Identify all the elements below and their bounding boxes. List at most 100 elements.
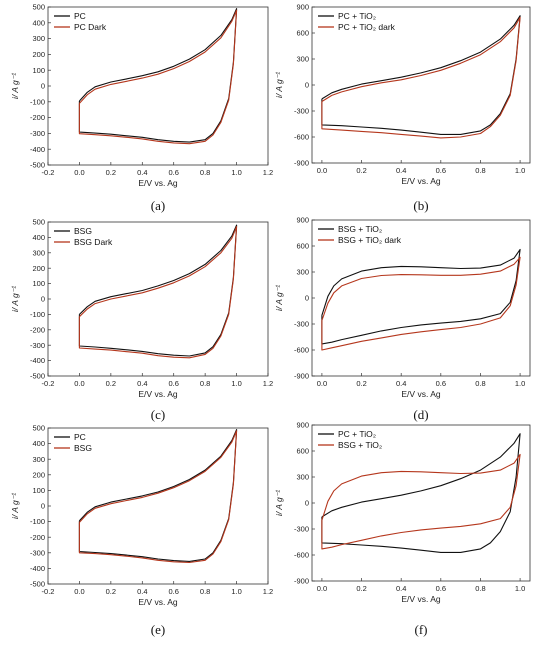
y-tick-label: 300 [32, 455, 45, 464]
y-tick-label: 500 [32, 218, 45, 227]
panel-label: (b) [413, 198, 428, 213]
y-tick-label: 0 [41, 82, 45, 91]
y-tick-label: 900 [296, 421, 309, 430]
x-tick-label: 0.6 [436, 379, 446, 388]
y-tick-label: 900 [296, 3, 309, 12]
x-tick-label: -0.2 [42, 587, 55, 596]
y-tick-label: 0 [305, 499, 309, 508]
y-tick-label: -100 [30, 97, 45, 106]
series-line-1 [321, 248, 521, 345]
x-axis-label: E/V vs. Ag [401, 594, 440, 604]
x-tick-label: 0.2 [106, 587, 116, 596]
y-tick-label: 400 [32, 233, 45, 242]
panel-label: (e) [151, 622, 165, 637]
chart-panel-d: -900 -600 -300 0 300 600 900 0.0 0.2 0.4 0.6 0.8 1.0… [274, 216, 531, 422]
x-axis-label: E/V vs. Ag [138, 178, 177, 188]
y-tick-label: 600 [296, 29, 309, 38]
x-tick-label: 0.8 [475, 379, 485, 388]
series-line-2 [321, 16, 521, 139]
x-tick-label: 1.2 [263, 379, 273, 388]
y-tick-label: -400 [30, 356, 45, 365]
x-tick-label: 1.0 [515, 166, 525, 175]
y-tick-label: 0 [41, 502, 45, 511]
y-tick-label: 600 [296, 242, 309, 251]
y-tick-label: -300 [30, 341, 45, 350]
y-tick-label: -500 [30, 161, 45, 170]
legend-label-2: BSG + TiO₂ dark [338, 235, 402, 245]
x-tick-label: 0.8 [200, 587, 210, 596]
x-tick-label: 0.2 [356, 584, 366, 593]
x-tick-label: 0.8 [200, 379, 210, 388]
x-tick-label: 0.0 [74, 379, 84, 388]
panel-label: (a) [151, 198, 165, 213]
series-line-2 [321, 453, 521, 550]
legend-label-2: BSG [74, 443, 92, 453]
y-tick-label: 400 [32, 439, 45, 448]
x-tick-label: 0.0 [74, 168, 84, 177]
series-line-1 [78, 429, 238, 562]
x-tick-label: 0.0 [74, 587, 84, 596]
legend-label-1: BSG + TiO₂ [338, 224, 382, 234]
x-tick-label: 0.6 [168, 168, 178, 177]
y-tick-label: 100 [32, 66, 45, 75]
x-tick-label: 0.4 [396, 379, 406, 388]
y-tick-label: -400 [30, 564, 45, 573]
y-axis-label: i/ A g⁻¹ [274, 72, 284, 98]
y-axis-label: i/ A g⁻¹ [274, 490, 284, 516]
x-tick-label: 0.0 [317, 584, 327, 593]
x-tick-label: 0.4 [137, 587, 147, 596]
x-tick-label: 1.2 [263, 587, 273, 596]
y-axis-label: i/ A g⁻¹ [274, 285, 284, 311]
y-tick-label: 900 [296, 216, 309, 225]
y-tick-label: -500 [30, 372, 45, 381]
chart-panel-a: -500 -400 -300 -200 -100 0 100 200 300 400 500 -0.2… [10, 3, 273, 213]
y-tick-label: 500 [32, 424, 45, 433]
x-tick-label: 0.4 [396, 166, 406, 175]
x-tick-label: 0.4 [137, 379, 147, 388]
chart-panel-e: -500 -400 -300 -200 -100 0 100 200 300 400 500 -0.2… [10, 424, 273, 637]
chart-panel-b: -900 -600 -300 0 300 600 900 0.0 0.2 0.4 0.6 0.8 1.0… [274, 3, 531, 213]
y-tick-label: 200 [32, 264, 45, 273]
y-axis-label: i/ A g⁻¹ [10, 73, 20, 99]
y-tick-label: -600 [294, 551, 309, 560]
series-line-1 [321, 433, 521, 553]
y-tick-label: -100 [30, 517, 45, 526]
y-tick-label: 300 [296, 473, 309, 482]
legend-label-2: BSG Dark [74, 237, 113, 247]
x-tick-label: -0.2 [42, 168, 55, 177]
legend-label-2: PC Dark [74, 22, 107, 32]
x-tick-label: 0.4 [396, 584, 406, 593]
y-tick-label: 300 [296, 268, 309, 277]
legend-label-2: PC + TiO₂ dark [338, 22, 396, 32]
x-axis-label: E/V vs. Ag [138, 597, 177, 607]
y-tick-label: -900 [294, 372, 309, 381]
y-tick-label: 300 [32, 248, 45, 257]
legend-label-1: PC [74, 432, 86, 442]
y-tick-label: -500 [30, 580, 45, 589]
y-axis-label: i/ A g⁻¹ [10, 286, 20, 312]
panel-label: (c) [151, 407, 165, 422]
y-tick-label: 0 [305, 294, 309, 303]
x-tick-label: 0.8 [475, 584, 485, 593]
x-tick-label: 1.0 [231, 379, 241, 388]
y-tick-label: -600 [294, 346, 309, 355]
x-axis-label: E/V vs. Ag [138, 389, 177, 399]
y-tick-label: 100 [32, 486, 45, 495]
y-tick-label: 0 [41, 295, 45, 304]
y-tick-label: -900 [294, 159, 309, 168]
y-tick-label: 0 [305, 81, 309, 90]
y-tick-label: -300 [294, 320, 309, 329]
x-tick-label: 0.6 [168, 379, 178, 388]
y-tick-label: 200 [32, 470, 45, 479]
y-tick-label: -200 [30, 325, 45, 334]
y-tick-label: -300 [30, 548, 45, 557]
y-tick-label: -100 [30, 310, 45, 319]
legend-label-1: BSG [74, 226, 92, 236]
y-tick-label: -200 [30, 113, 45, 122]
x-tick-label: 0.8 [475, 166, 485, 175]
series-line-2 [78, 430, 238, 564]
y-tick-label: -300 [294, 525, 309, 534]
x-tick-label: 1.0 [515, 379, 525, 388]
x-tick-label: 0.0 [317, 379, 327, 388]
y-tick-label: -600 [294, 133, 309, 142]
